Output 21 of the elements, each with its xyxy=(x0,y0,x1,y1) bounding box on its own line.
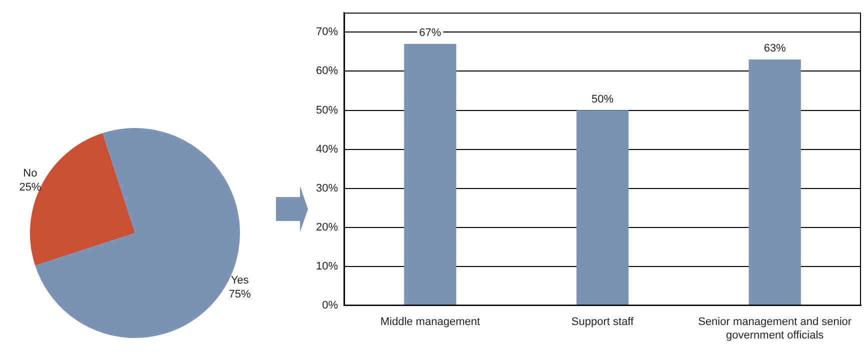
x-tick-label: Middle management xyxy=(380,316,480,328)
bar xyxy=(748,59,801,306)
x-tick-label: Senior management and senior government officials xyxy=(698,316,852,342)
y-tick-label: 0% xyxy=(322,300,338,312)
data-label: 63% xyxy=(764,42,786,54)
data-label: 50% xyxy=(591,93,614,106)
data-label: 67% xyxy=(419,26,442,39)
y-tick-label: 40% xyxy=(316,143,338,156)
y-tick-label: 70% xyxy=(316,26,338,38)
bar xyxy=(576,110,629,306)
bar xyxy=(404,44,456,306)
y-tick-label: 50% xyxy=(316,104,338,116)
data-label: 25% xyxy=(19,182,42,194)
x-tick-label: Support staff xyxy=(571,316,635,328)
y-tick-label: 60% xyxy=(316,65,338,78)
y-tick-label: 20% xyxy=(316,222,338,234)
data-label: 75% xyxy=(228,288,251,300)
y-tick-label: 30% xyxy=(316,182,338,194)
slice-label: No xyxy=(23,168,38,180)
slice-label: Yes xyxy=(230,274,250,286)
y-tick-label: 10% xyxy=(316,260,338,273)
